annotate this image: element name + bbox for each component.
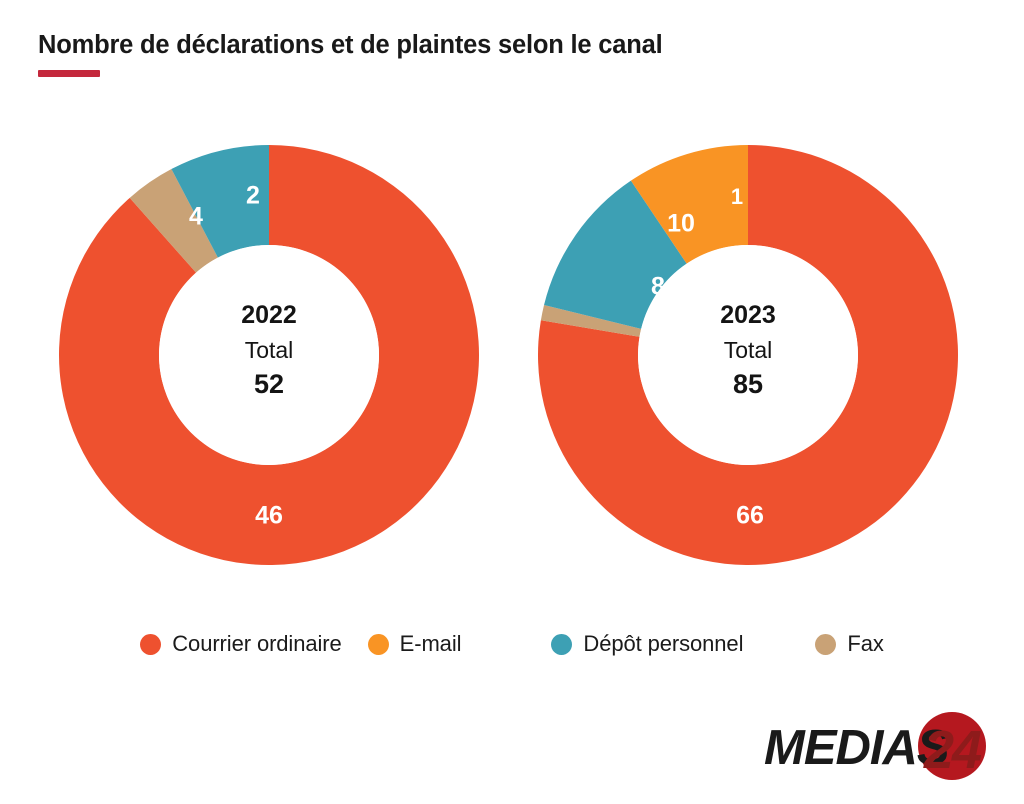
- legend-item-fax[interactable]: Fax: [815, 631, 884, 657]
- logo-svg: MEDIAS 24: [764, 712, 986, 780]
- slice-label-depot-2023: 10: [667, 210, 695, 238]
- legend-label-courrier-ordinaire: Courrier ordinaire: [172, 631, 342, 656]
- legend-dot-icon-email: [367, 633, 389, 655]
- donut-hole-2023: [638, 245, 858, 465]
- legend: Courrier ordinaire E-mail Dépôt personne…: [0, 624, 1024, 664]
- donut-hole-2022: [159, 245, 379, 465]
- donut-slices-2023: [538, 145, 958, 565]
- donut-svg-2022: 2022 Total 52 46 4 2: [59, 145, 479, 565]
- logo-badge-circle: [918, 712, 986, 780]
- donut-center-total-label-2023: Total: [724, 337, 773, 363]
- donut-slice-courrier-ordinaire[interactable]: [538, 145, 958, 565]
- donut-slice-courrier-ordinaire[interactable]: [59, 145, 479, 565]
- donut-center-year-2022: 2022: [241, 301, 297, 329]
- donut-slice-d-p-t-personnel[interactable]: [171, 145, 269, 258]
- page-title: Nombre de déclarations et de plaintes se…: [38, 31, 663, 59]
- legend-item-email[interactable]: E-mail: [367, 631, 462, 657]
- slice-label-courrier-2023: 66: [736, 502, 764, 530]
- title-block: Nombre de déclarations et de plaintes se…: [38, 28, 663, 77]
- donut-slice-d-p-t-personnel[interactable]: [544, 180, 687, 329]
- medias24-logo: MEDIAS 24: [756, 712, 1004, 784]
- slice-label-email-2023: 8: [651, 273, 665, 301]
- donut-slice-fax[interactable]: [129, 169, 218, 273]
- slice-label-fax-2022: 2: [246, 182, 260, 210]
- donut-svg-2023: 2023 Total 85 66 8 10 1: [538, 145, 958, 565]
- legend-label-email: E-mail: [399, 631, 462, 656]
- slice-label-courrier-2022: 46: [255, 502, 283, 530]
- legend-dot-icon-fax: [815, 633, 837, 655]
- donut-center-year-2023: 2023: [720, 301, 776, 329]
- legend-label-fax: Fax: [847, 631, 884, 656]
- logo-wordmark: MEDIAS: [764, 721, 950, 775]
- logo-number: 24: [923, 720, 982, 780]
- donut-center-total-label-2022: Total: [245, 337, 294, 363]
- legend-item-courrier-ordinaire[interactable]: Courrier ordinaire: [140, 631, 342, 657]
- legend-item-depot-personnel[interactable]: Dépôt personnel: [551, 631, 743, 657]
- donut-slice-fax[interactable]: [540, 305, 642, 337]
- donut-center-total-value-2023: 85: [733, 369, 763, 399]
- legend-dot-icon-depot-personnel: [551, 633, 573, 655]
- donut-chart-2023: 2023 Total 85 66 8 10 1: [538, 145, 958, 565]
- donut-charts-area: 2022 Total 52 46 4 2 2023 Total 85 66 8 …: [0, 145, 1024, 565]
- donut-slices-2022: [59, 145, 479, 565]
- legend-label-depot-personnel: Dépôt personnel: [583, 631, 744, 656]
- slice-label-depot-2022: 4: [189, 203, 203, 231]
- legend-dot-icon-courrier-ordinaire: [140, 633, 162, 655]
- donut-center-total-value-2022: 52: [254, 369, 284, 399]
- slice-label-fax-2023: 1: [731, 184, 743, 209]
- donut-slice-e-mail[interactable]: [630, 145, 748, 264]
- donut-chart-2022: 2022 Total 52 46 4 2: [59, 145, 479, 565]
- title-accent-rule: [38, 70, 100, 77]
